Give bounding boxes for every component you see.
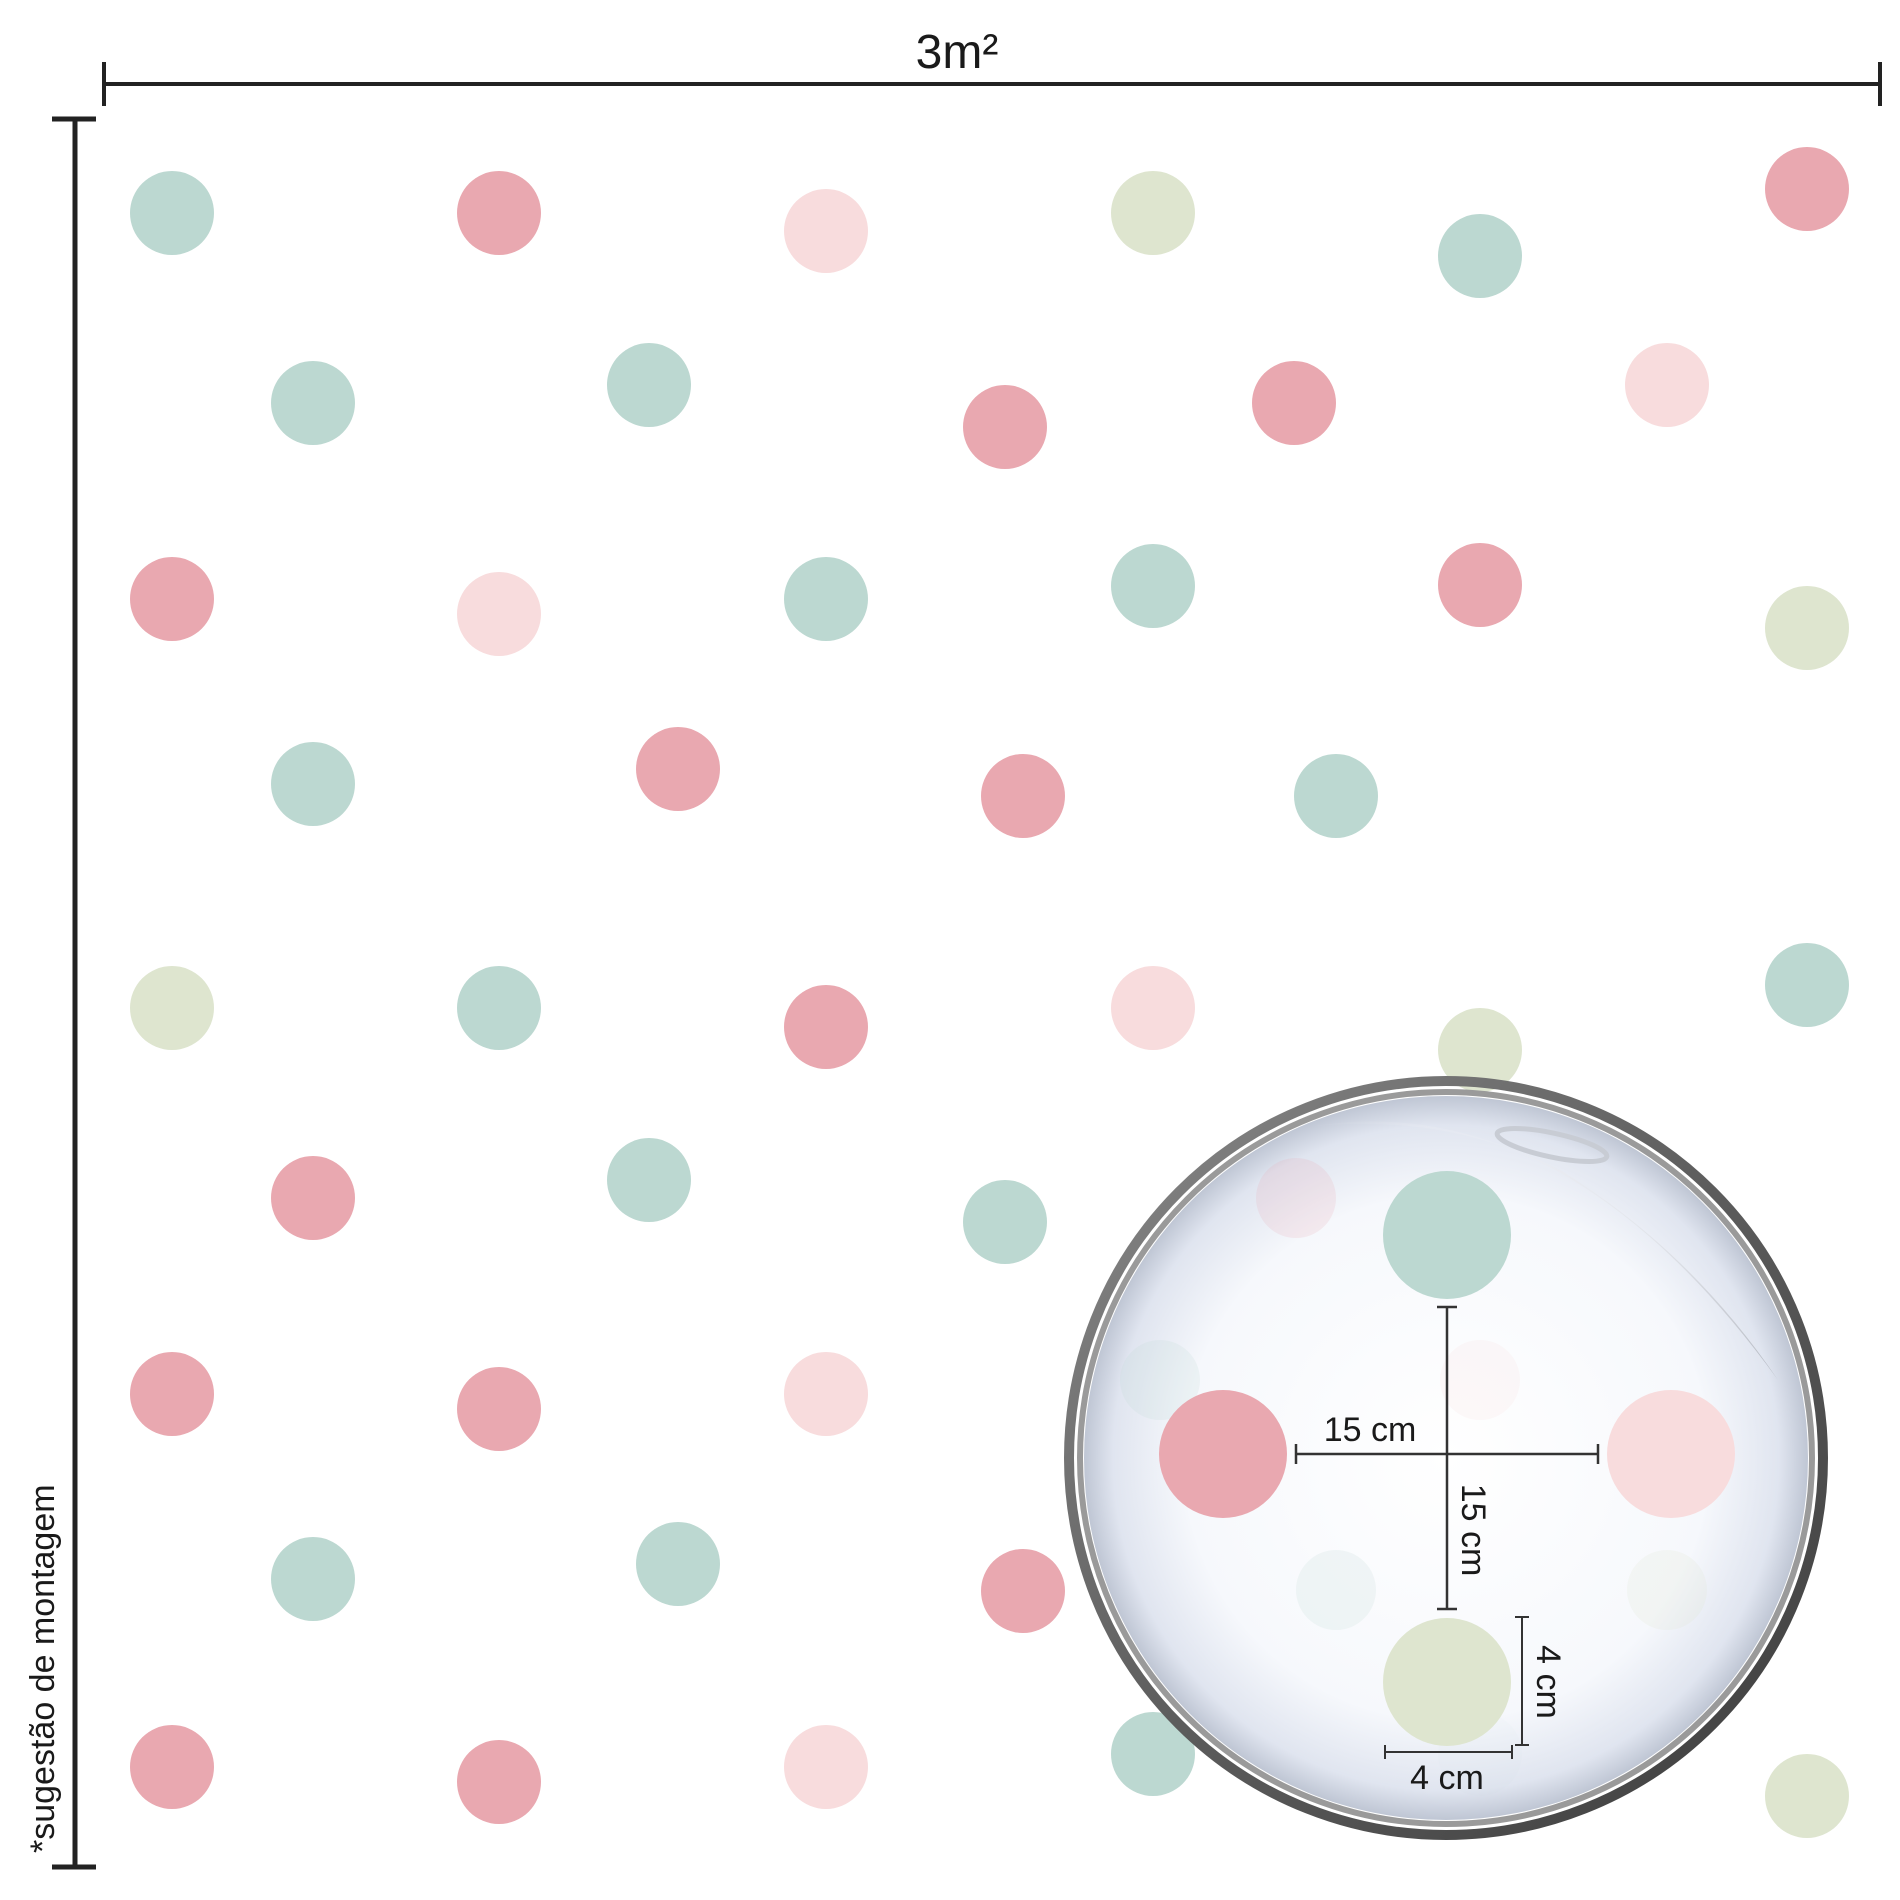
polka-dot-rose <box>981 754 1065 838</box>
polka-dot-rose <box>1252 361 1336 445</box>
magnified-dot-mint <box>1383 1171 1511 1299</box>
polka-dot-rose <box>457 1740 541 1824</box>
polka-dot-mint <box>271 742 355 826</box>
width-label: 3m² <box>916 26 999 79</box>
polka-dot-rose <box>130 1352 214 1436</box>
polka-dot-rose <box>784 985 868 1069</box>
polka-dot-mint <box>457 966 541 1050</box>
dot-pattern <box>130 147 1849 1838</box>
polka-dot-rose <box>981 1549 1065 1633</box>
polka-dot-mint <box>784 557 868 641</box>
polka-dot-rose <box>457 171 541 255</box>
ghost-dot-mint <box>1120 1340 1200 1420</box>
polka-dot-mint <box>130 171 214 255</box>
lens-dots <box>1120 1158 1735 1746</box>
polka-dot-mint <box>607 1138 691 1222</box>
polka-dot-blush <box>784 1725 868 1809</box>
ghost-dot-sage <box>1627 1550 1707 1630</box>
magnifier-lens: 15 cm 15 cm 4 cm 4 cm <box>1064 1076 1828 1840</box>
polka-dot-mint <box>271 1537 355 1621</box>
lens-inner-rim <box>1077 1089 1815 1827</box>
magnified-dot-rose <box>1159 1390 1287 1518</box>
lens-highlight <box>1494 1125 1610 1165</box>
polka-dot-rose <box>1765 147 1849 231</box>
polka-dot-mint <box>1111 1712 1195 1796</box>
lens-outer-rim <box>1064 1076 1828 1840</box>
polka-dot-rose <box>457 1367 541 1451</box>
horizontal-spacing-label: 15 cm <box>1324 1411 1417 1449</box>
polka-dot-blush <box>784 189 868 273</box>
polka-dot-mint <box>1111 544 1195 628</box>
polka-dot-mint <box>963 1180 1047 1264</box>
polka-dot-blush <box>1625 343 1709 427</box>
polka-dot-blush <box>457 572 541 656</box>
polka-dot-sage <box>1765 586 1849 670</box>
vertical-spacing-label: 15 cm <box>1454 1484 1492 1577</box>
polka-dot-mint <box>1765 943 1849 1027</box>
polka-dot-mint <box>271 361 355 445</box>
polka-dot-rose <box>636 727 720 811</box>
polka-dot-sage <box>130 966 214 1050</box>
polka-dot-mint <box>607 343 691 427</box>
magnified-dot-sage <box>1383 1618 1511 1746</box>
ghost-dot-mint <box>1296 1550 1376 1630</box>
width-dimension: 3m² <box>102 26 1882 106</box>
polka-dot-rose <box>1438 543 1522 627</box>
ghost-dot-rose <box>1256 1158 1336 1238</box>
polka-dot-mint <box>1438 214 1522 298</box>
height-dimension: *sugestão de montagem <box>24 116 96 1870</box>
polka-dot-sage <box>1111 171 1195 255</box>
polka-dot-mint <box>1294 754 1378 838</box>
polka-dot-rose <box>963 385 1047 469</box>
polka-dot-blush <box>784 1352 868 1436</box>
diameter-horizontal-label: 4 cm <box>1410 1759 1484 1797</box>
ghost-dot-blush <box>1440 1340 1520 1420</box>
polka-dot-rose <box>130 1725 214 1809</box>
spacing-markers: 15 cm 15 cm 4 cm 4 cm <box>1294 1305 1600 1797</box>
polka-dot-rose <box>271 1156 355 1240</box>
side-note: *sugestão de montagem <box>24 1484 62 1853</box>
polka-dot-sage <box>1438 1008 1522 1092</box>
polka-dot-sage <box>1765 1754 1849 1838</box>
magnified-dot-blush <box>1607 1390 1735 1518</box>
polka-dot-rose <box>130 557 214 641</box>
diameter-vertical-label: 4 cm <box>1529 1645 1567 1719</box>
polka-dot-blush <box>1111 966 1195 1050</box>
polka-dot-mint <box>636 1522 720 1606</box>
